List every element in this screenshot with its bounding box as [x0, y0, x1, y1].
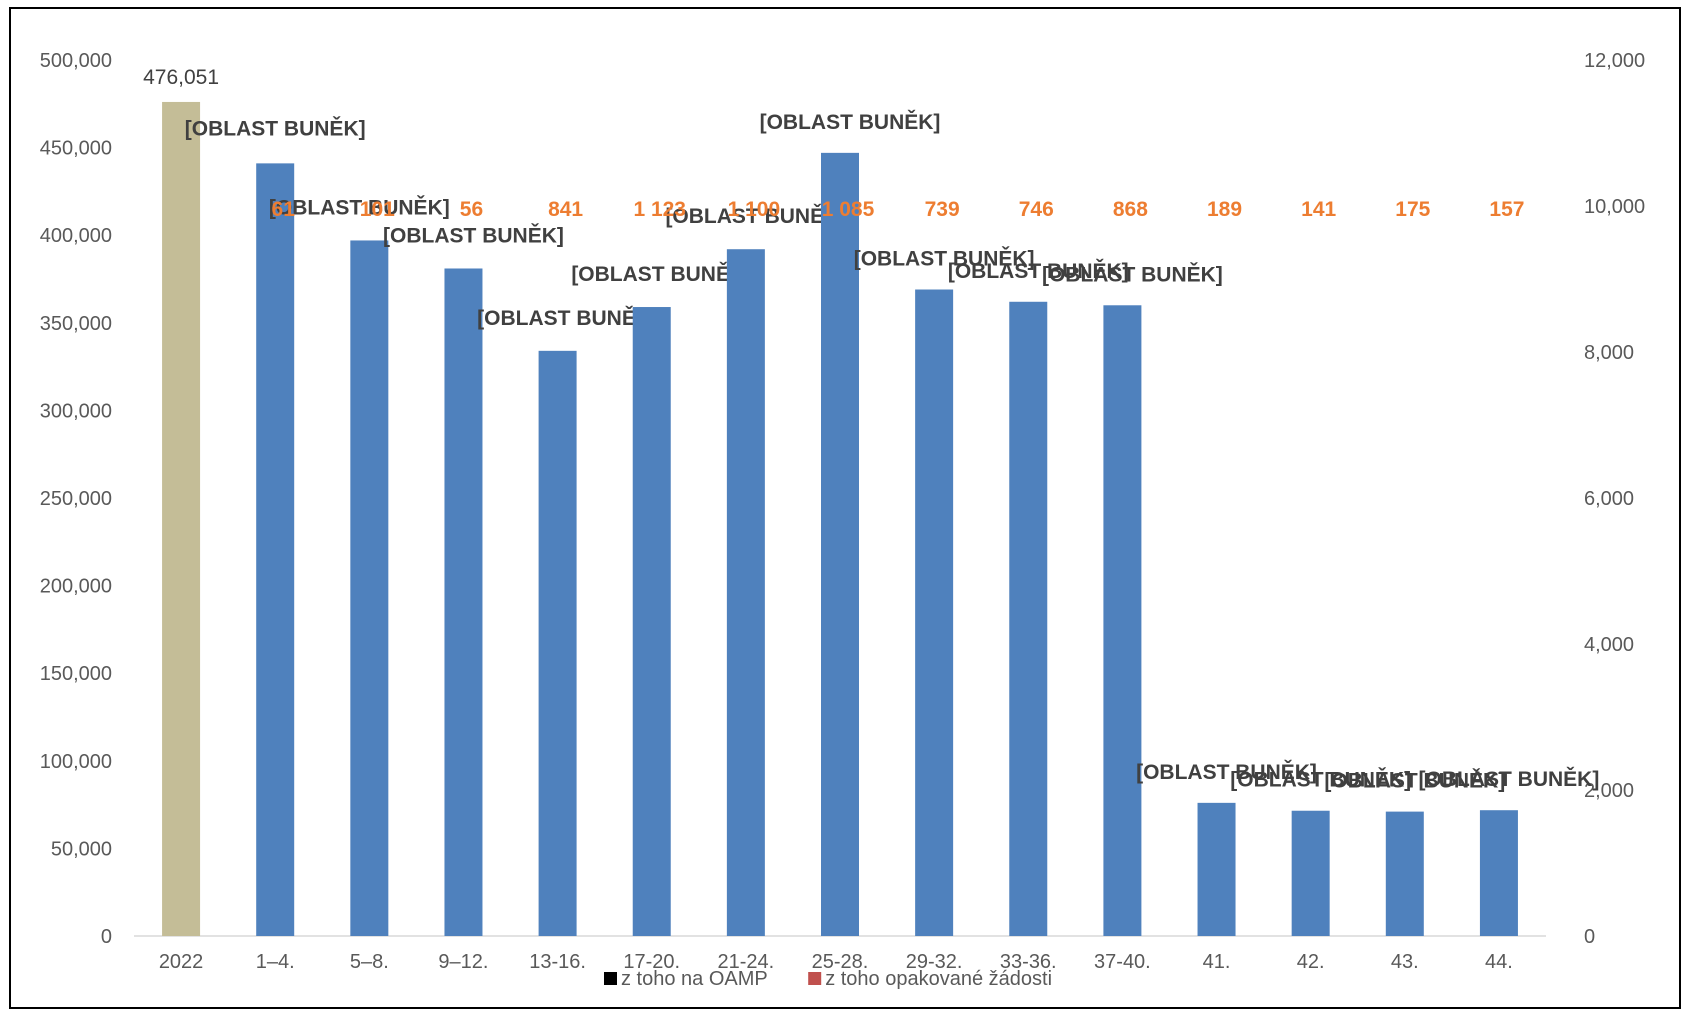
y-left-tick-label: 200,000 [40, 576, 112, 598]
bar-data-label: [OBLAST BUNĚK] [854, 247, 1035, 271]
y-left-tick-label: 150,000 [40, 663, 112, 685]
bar-44. [1479, 810, 1518, 936]
bar-9–12. [444, 268, 483, 936]
bar-2022 [162, 101, 201, 937]
bar-data-label: [OBLAST BUNĚK] [571, 262, 752, 286]
secondary-value-label: 746 [1019, 198, 1054, 221]
x-tick-label: 5–8. [350, 951, 389, 973]
bar-21-24. [726, 249, 765, 936]
y-left-tick-label: 0 [101, 926, 112, 948]
y-left-tick-label: 450,000 [40, 138, 112, 160]
x-tick-label: 21-24. [718, 951, 775, 973]
secondary-value-label: 1 123 [633, 198, 686, 221]
x-tick-label: 1–4. [256, 951, 295, 973]
x-tick-label: 37-40. [1094, 951, 1151, 973]
y-right-tick-label: 0 [1584, 926, 1595, 948]
bar-33-36. [1009, 301, 1048, 936]
bar-5–8. [350, 240, 389, 936]
secondary-value-label: 189 [1207, 198, 1242, 221]
bar-data-label: [OBLAST BUNĚK] [1230, 768, 1411, 792]
legend-label: z toho na OAMP [621, 968, 768, 990]
y-right-tick-label: 8,000 [1584, 342, 1634, 364]
x-tick-label: 13-16. [529, 951, 586, 973]
bar-data-label: [OBLAST BUNĚK] [1136, 760, 1317, 784]
bar-29-32. [915, 289, 954, 937]
secondary-value-label: 739 [925, 198, 960, 221]
legend-label: z toho opakované žádosti [825, 968, 1052, 990]
y-left-tick-label: 250,000 [40, 488, 112, 510]
y-right-tick-label: 4,000 [1584, 634, 1634, 656]
bar-25-28. [821, 152, 859, 936]
secondary-value-label: 157 [1489, 198, 1524, 221]
x-tick-label: 2022 [159, 951, 204, 973]
bar-data-label: [OBLAST BUNĚK] [1419, 767, 1600, 791]
bar-43. [1385, 811, 1424, 936]
legend-swatch [808, 972, 822, 985]
bar-42. [1291, 810, 1330, 936]
bar-data-label: [OBLAST BUNĚK] [1324, 769, 1505, 793]
bar-data-label: [OBLAST BUNĚK] [760, 110, 941, 134]
y-right-tick-label: 2,000 [1584, 780, 1634, 802]
bar-13-16. [538, 350, 577, 936]
bar-1–4. [256, 163, 295, 937]
x-tick-label: 43. [1391, 951, 1419, 973]
y-right-tick-label: 10,000 [1584, 196, 1645, 218]
secondary-value-label: 141 [1301, 198, 1336, 221]
y-left-tick-label: 400,000 [40, 225, 112, 247]
bar-37-40. [1103, 305, 1142, 936]
bar-data-label: [OBLAST BUNĚK] [948, 259, 1129, 283]
secondary-value-label: 101 [360, 198, 395, 221]
y-left-tick-label: 100,000 [40, 751, 112, 773]
x-tick-label: 33-36. [1000, 951, 1057, 973]
secondary-value-label: 841 [548, 198, 583, 221]
bar-data-label: [OBLAST BUNĚK] [383, 223, 564, 247]
bar-41. [1197, 802, 1236, 936]
x-tick-label: 41. [1203, 951, 1231, 973]
secondary-value-label: 61 [272, 198, 296, 221]
secondary-value-label: 56 [460, 198, 483, 221]
x-tick-label: 42. [1297, 951, 1325, 973]
bar-17-20. [632, 307, 671, 937]
secondary-value-label: 1 085 [822, 198, 875, 221]
bar-data-label: [OBLAST BUNĚK] [269, 195, 450, 219]
x-tick-label: 29-32. [906, 951, 963, 973]
secondary-value-label: 868 [1113, 198, 1148, 221]
y-right-tick-label: 12,000 [1584, 50, 1645, 72]
x-tick-label: 25-28. [812, 951, 869, 973]
legend-swatch [604, 972, 617, 985]
bar-data-label: [OBLAST BUNĚK] [1042, 262, 1223, 286]
secondary-value-label: 175 [1395, 198, 1430, 221]
secondary-value-label: 1 100 [728, 198, 781, 221]
y-left-tick-label: 50,000 [51, 838, 112, 860]
x-tick-label: 9–12. [438, 951, 488, 973]
y-left-tick-label: 300,000 [40, 400, 112, 422]
x-tick-label: 17-20. [623, 951, 680, 973]
y-left-tick-label: 350,000 [40, 313, 112, 335]
y-right-tick-label: 6,000 [1584, 488, 1634, 510]
bar-data-label: [OBLAST BUNĚK] [477, 306, 658, 330]
bar-data-label: [OBLAST BUNĚK] [665, 204, 846, 228]
bar-data-label: [OBLAST BUNĚK] [185, 116, 366, 140]
y-left-tick-label: 500,000 [40, 50, 112, 72]
x-tick-label: 44. [1485, 951, 1513, 973]
bar-value-label: 476,051 [143, 66, 219, 89]
